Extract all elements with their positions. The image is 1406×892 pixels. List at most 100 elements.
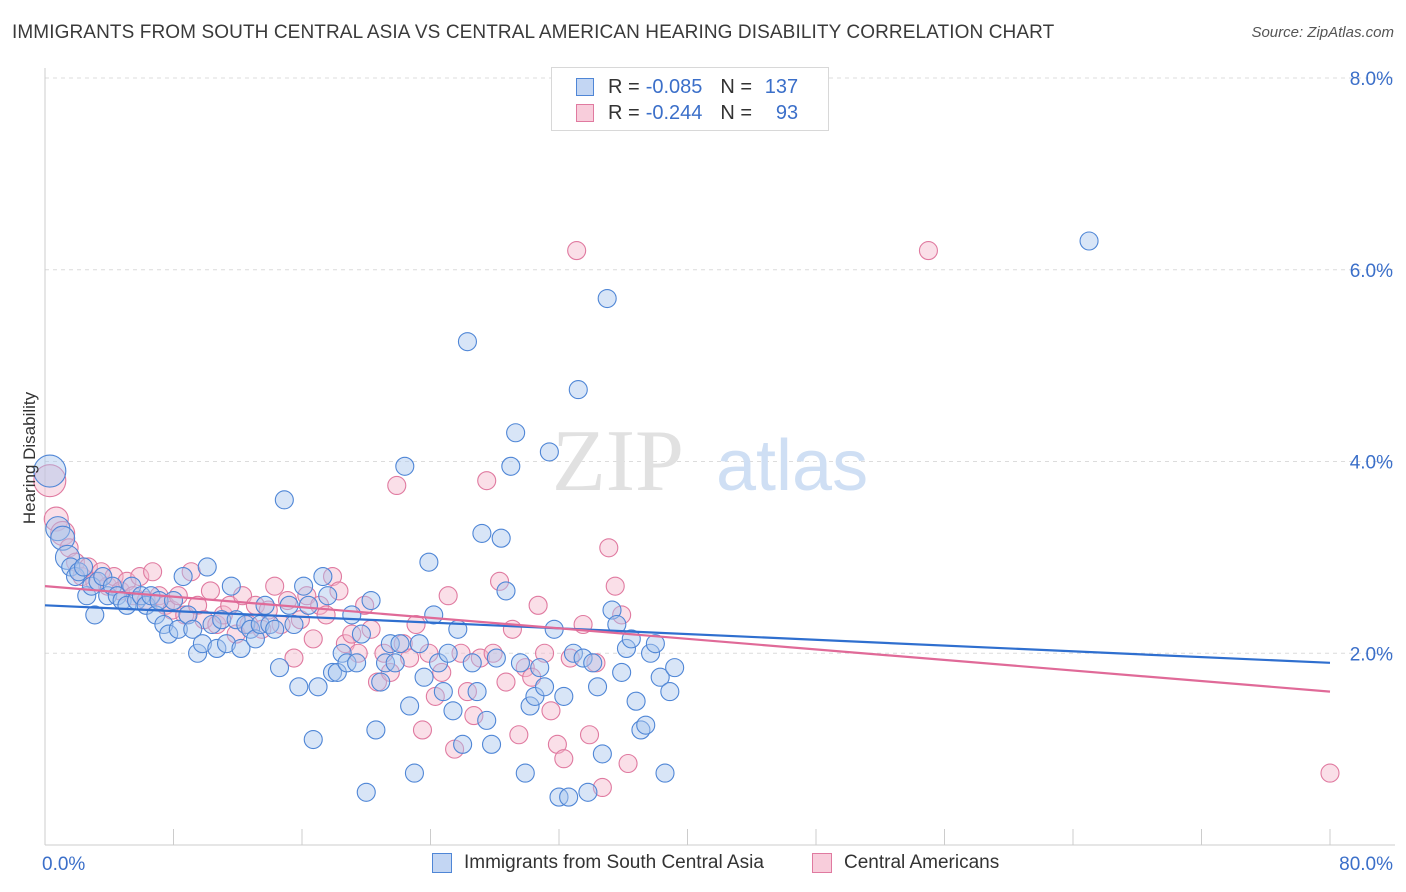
data-point-south-central-asia [241, 619, 261, 639]
data-point-central-americans [43, 506, 69, 532]
x-tick-label: 0.0% [42, 854, 85, 875]
watermark-atlas: atlas [716, 426, 868, 506]
data-point-central-americans [567, 241, 587, 261]
data-point-south-central-asia [322, 662, 343, 682]
data-point-south-central-asia [559, 787, 579, 807]
tick-labels: 2.0% 4.0% 6.0% 8.0% 0.0% 80.0% [42, 69, 1393, 875]
data-point-south-central-asia [226, 610, 246, 630]
data-point-central-americans [522, 667, 542, 687]
data-point-south-central-asia [173, 566, 193, 587]
legend-swatch-pink [812, 853, 832, 873]
data-point-south-central-asia [50, 525, 76, 551]
data-point-south-central-asia [587, 677, 608, 697]
data-point-south-central-asia [385, 653, 405, 673]
data-point-south-central-asia [308, 677, 328, 697]
data-point-central-americans [477, 471, 497, 491]
data-point-south-central-asia [85, 605, 105, 625]
data-point-central-americans [348, 643, 368, 663]
source-credit: Source: ZipAtlas.com [1251, 24, 1394, 41]
data-point-south-central-asia [274, 490, 294, 510]
data-point-central-americans [918, 241, 938, 261]
data-point-central-americans [579, 725, 600, 745]
trend-line-central-americans [44, 585, 1331, 693]
legend-label: Central Americans [844, 852, 1000, 873]
legend-n-label: N = [720, 101, 753, 124]
data-point-south-central-asia [163, 590, 184, 611]
data-point-south-central-asia [486, 648, 506, 668]
data-point-south-central-asia [481, 734, 502, 754]
data-point-south-central-asia [245, 629, 265, 649]
data-point-south-central-asia [356, 782, 376, 802]
data-point-south-central-asia [554, 686, 574, 706]
chart-title: IMMIGRANTS FROM SOUTH CENTRAL ASIA VS CE… [12, 22, 1055, 43]
data-point-central-americans [233, 586, 253, 606]
data-point-south-central-asia [660, 682, 680, 702]
data-point-central-americans [412, 720, 433, 740]
data-point-south-central-asia [515, 763, 535, 783]
data-point-south-central-asia [231, 638, 251, 659]
data-point-south-central-asia [419, 552, 439, 572]
legend-r-label: R = [608, 101, 640, 124]
data-point-south-central-asia [496, 581, 516, 601]
data-point-south-central-asia [626, 691, 646, 711]
y-tick-label: 8.0% [1350, 69, 1393, 90]
trend-lines [44, 585, 1331, 693]
data-point-central-americans [534, 643, 555, 663]
data-point-central-americans [438, 586, 458, 606]
y-axis-label: Hearing Disability [20, 391, 39, 524]
data-point-south-central-asia [641, 643, 661, 663]
data-point-central-americans [612, 605, 632, 625]
data-point-south-central-asia [33, 454, 67, 488]
legend-r-value: -0.085 [645, 75, 703, 98]
legend-n-label: N = [720, 75, 753, 98]
data-point-south-central-asia [530, 658, 550, 678]
data-point-south-central-asia [168, 619, 188, 639]
legend-item-central-americans: Central Americans [812, 852, 999, 874]
data-point-south-central-asia [501, 456, 521, 476]
data-point-south-central-asia [539, 442, 559, 462]
data-point-south-central-asia [265, 619, 285, 639]
data-point-south-central-asia [390, 634, 410, 654]
data-point-south-central-asia [520, 696, 540, 716]
legend-n-value: 93 [775, 101, 799, 124]
trend-line-south-central-asia [44, 604, 1331, 664]
data-point-south-central-asia [568, 380, 588, 400]
data-point-south-central-asia [655, 763, 675, 783]
data-point-south-central-asia [284, 614, 304, 635]
data-point-south-central-asia [616, 638, 637, 659]
data-point-south-central-asia [188, 643, 208, 663]
data-point-south-central-asia [636, 715, 656, 735]
data-point-south-central-asia [294, 576, 314, 596]
series-central-americans [33, 241, 1340, 798]
data-point-south-central-asia [207, 638, 227, 659]
data-point-south-central-asia [192, 634, 212, 654]
data-point-central-americans [509, 725, 529, 745]
data-point-south-central-asia [303, 729, 323, 750]
data-point-central-americans [303, 629, 323, 649]
data-point-central-americans [547, 734, 567, 754]
y-tick-label: 2.0% [1350, 644, 1393, 665]
data-point-central-americans [284, 648, 304, 668]
data-point-south-central-asia [221, 576, 241, 596]
data-point-south-central-asia [342, 605, 362, 625]
data-point-south-central-asia [573, 648, 593, 668]
gridlines [45, 77, 1395, 654]
data-point-south-central-asia [534, 677, 555, 697]
data-point-south-central-asia [414, 667, 434, 687]
data-point-south-central-asia [122, 576, 142, 596]
data-point-south-central-asia [347, 653, 367, 673]
data-point-south-central-asia [375, 653, 396, 673]
data-point-central-americans [599, 538, 619, 558]
data-point-central-americans [380, 662, 400, 682]
series-south-central-asia [33, 231, 1099, 807]
legend-r-value: -0.244 [645, 101, 703, 124]
legend-n-value: 137 [764, 75, 799, 98]
data-point-south-central-asia [77, 586, 97, 606]
legend-swatch-pink [576, 104, 594, 122]
data-point-south-central-asia [462, 653, 482, 673]
data-point-south-central-asia [202, 614, 222, 635]
data-point-south-central-asia [477, 710, 497, 730]
data-point-south-central-asia [318, 586, 338, 606]
data-point-south-central-asia [563, 643, 584, 663]
data-point-south-central-asia [491, 528, 511, 548]
